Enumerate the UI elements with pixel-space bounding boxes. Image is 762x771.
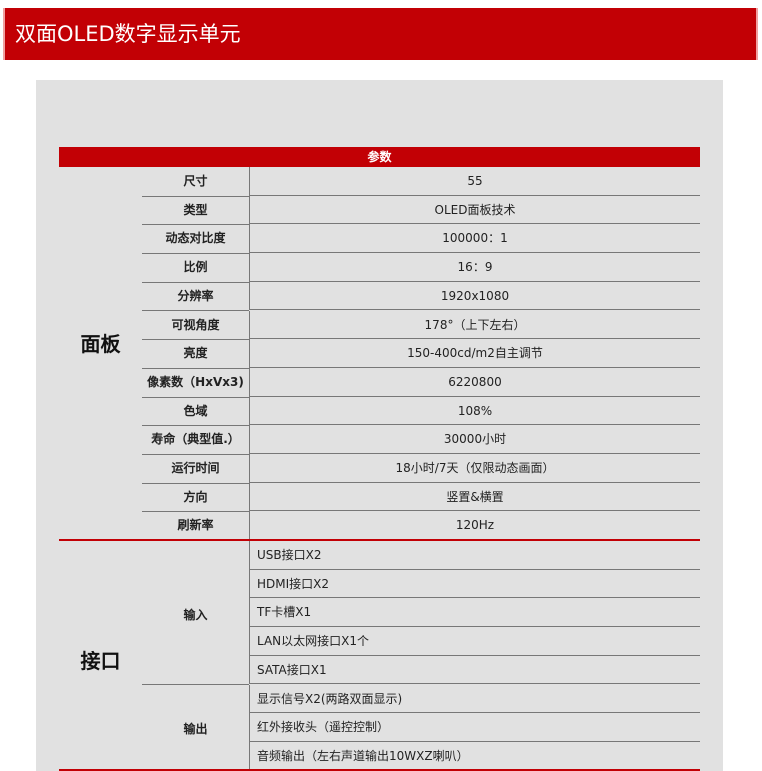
output-label: 输出 — [183, 722, 208, 736]
input-label: 输入 — [183, 608, 208, 622]
spec-value: 30000小时 — [249, 425, 700, 454]
spec-label: 动态对比度 — [142, 224, 249, 255]
spec-label: 可视角度 — [142, 311, 249, 341]
spec-value: 55 — [249, 167, 700, 196]
spec-label: 色域 — [142, 397, 249, 427]
divider — [142, 683, 249, 685]
spec-label: 分辨率 — [142, 282, 249, 312]
input-item: SATA接口X1 — [249, 655, 700, 685]
output-item: 显示信号X2(两路双面显示) — [249, 684, 700, 714]
spec-value: 120Hz — [249, 511, 700, 541]
divider — [59, 539, 700, 541]
spec-value: 16：9 — [249, 253, 700, 282]
input-item: USB接口X2 — [249, 541, 700, 570]
spec-label: 方向 — [142, 483, 249, 513]
spec-value: 1920x1080 — [249, 281, 700, 311]
spec-label: 亮度 — [142, 339, 249, 369]
spec-label: 运行时间 — [142, 454, 249, 484]
group-panel: 面板 — [80, 332, 121, 356]
spec-value: 150-400cd/m2自主调节 — [249, 339, 700, 368]
spec-label: 刷新率 — [142, 511, 249, 542]
spec-value: 竖置&横置 — [249, 482, 700, 512]
input-item: TF卡槽X1 — [249, 598, 700, 628]
spec-value: 178°（上下左右） — [249, 310, 700, 340]
spec-value: 6220800 — [249, 367, 700, 397]
output-item: 红外接收头（遥控控制） — [249, 713, 700, 742]
output-item: 音频输出（左右声道输出10WXZ喇叭） — [249, 741, 700, 771]
spec-label: 尺寸 — [142, 167, 249, 197]
group-interface: 接口 — [80, 649, 121, 673]
spec-value: 100000：1 — [249, 224, 700, 254]
page-title: 双面OLED数字显示单元 — [3, 8, 758, 60]
divider — [59, 769, 700, 771]
spec-label: 类型 — [142, 196, 249, 226]
spec-label: 寿命（典型值.） — [142, 425, 249, 455]
input-item: HDMI接口X2 — [249, 569, 700, 599]
spec-value: 18小时/7天（仅限动态画面） — [249, 454, 700, 483]
table-header: 参数 — [59, 147, 700, 167]
spec-value: OLED面板技术 — [249, 195, 700, 225]
spec-value: 108% — [249, 396, 700, 426]
spec-label: 比例 — [142, 253, 249, 283]
input-item: LAN以太网接口X1个 — [249, 627, 700, 656]
spec-label: 像素数（HxVx3) — [142, 368, 249, 398]
